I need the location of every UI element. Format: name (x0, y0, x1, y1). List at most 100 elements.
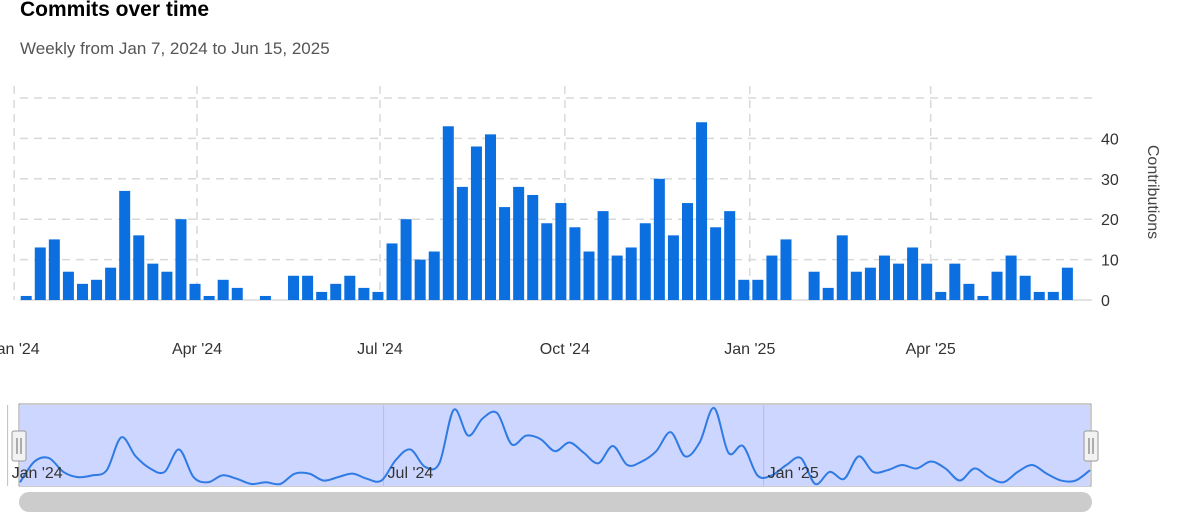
bar[interactable] (1005, 255, 1017, 300)
x-tick-label: Apr '25 (906, 341, 956, 358)
chart-title: Commits over time (20, 0, 210, 21)
bar[interactable] (91, 279, 103, 300)
bar[interactable] (991, 271, 1003, 300)
bar[interactable] (583, 251, 595, 300)
bar[interactable] (358, 287, 370, 300)
bar[interactable] (470, 146, 482, 300)
navigator-tick-label: Jan '24 (12, 465, 63, 482)
bar[interactable] (485, 134, 497, 300)
bar[interactable] (681, 203, 693, 300)
x-tick-label: Jul '24 (357, 341, 403, 358)
bar[interactable] (864, 267, 876, 300)
bar[interactable] (752, 279, 764, 300)
bar[interactable] (780, 239, 792, 300)
x-axis: Jan '24 Apr '24 Jul '24 Oct '24 Jan '25 Apr '… (0, 341, 956, 358)
navigator-tick-label: Jan '25 (768, 465, 819, 482)
bar[interactable] (541, 223, 553, 300)
bar[interactable] (217, 279, 229, 300)
bar[interactable] (696, 122, 708, 301)
bar[interactable] (949, 263, 961, 300)
bar[interactable] (527, 194, 539, 300)
bar[interactable] (569, 227, 581, 300)
bar[interactable] (499, 207, 511, 300)
bar[interactable] (513, 186, 525, 300)
navigator-series-line (19, 406, 1091, 486)
bar[interactable] (808, 271, 820, 300)
bar[interactable] (822, 287, 834, 300)
bar[interactable] (710, 227, 722, 300)
bar[interactable] (724, 211, 736, 300)
bar[interactable] (878, 255, 890, 300)
bar[interactable] (330, 283, 342, 300)
navigator-axis-labels: Jan '24 Jul '24 Jan '25 (12, 465, 819, 482)
bar[interactable] (597, 211, 609, 300)
scrollbar-thumb[interactable] (19, 492, 1092, 512)
bar[interactable] (288, 275, 300, 300)
bar[interactable] (738, 279, 750, 300)
bar[interactable] (400, 219, 412, 300)
x-tick-label: Jan '25 (724, 341, 775, 358)
bar[interactable] (977, 295, 989, 300)
bar[interactable] (119, 190, 131, 300)
y-tick-label: 40 (1101, 131, 1119, 148)
bar[interactable] (893, 263, 905, 300)
bar[interactable] (203, 295, 215, 300)
bar[interactable] (921, 263, 933, 300)
bar[interactable] (105, 267, 117, 300)
bar[interactable] (555, 203, 567, 300)
bar[interactable] (456, 186, 468, 300)
navigator-left-handle[interactable] (11, 430, 27, 462)
bar[interactable] (611, 255, 623, 300)
bar[interactable] (372, 291, 384, 300)
bar[interactable] (963, 283, 975, 300)
bar[interactable] (386, 243, 398, 300)
bar[interactable] (316, 291, 328, 300)
bar[interactable] (62, 271, 74, 300)
bar[interactable] (175, 219, 187, 300)
y-tick-label: 10 (1101, 253, 1119, 270)
bar[interactable] (907, 247, 919, 300)
y-axis-label: Contributions (1144, 145, 1161, 239)
navigator[interactable]: Jan '24 Jul '24 Jan '25 (7, 403, 1099, 487)
bar[interactable] (836, 235, 848, 300)
bar[interactable] (1047, 291, 1059, 300)
x-tick-label: Jan '24 (0, 341, 40, 358)
bar[interactable] (1033, 291, 1045, 300)
bar[interactable] (259, 295, 271, 300)
navigator-selected-range[interactable] (20, 405, 1090, 486)
bar[interactable] (766, 255, 778, 300)
bar[interactable] (639, 223, 651, 300)
bar[interactable] (625, 247, 637, 300)
bar[interactable] (76, 283, 88, 300)
bar[interactable] (850, 271, 862, 300)
y-tick-label: 0 (1101, 293, 1110, 310)
x-tick-label: Apr '24 (172, 341, 222, 358)
navigator-tick-label: Jul '24 (388, 465, 434, 482)
y-tick-label: 20 (1101, 212, 1119, 229)
bar-series (20, 122, 1073, 301)
bar[interactable] (1061, 267, 1073, 300)
chart-subtitle: Weekly from Jan 7, 2024 to Jun 15, 2025 (20, 39, 330, 58)
bar[interactable] (667, 235, 679, 300)
bar[interactable] (133, 235, 145, 300)
y-tick-label: 30 (1101, 172, 1119, 189)
bar[interactable] (189, 283, 201, 300)
bar[interactable] (414, 259, 426, 300)
bar[interactable] (147, 263, 159, 300)
bar[interactable] (20, 295, 32, 300)
bar[interactable] (653, 178, 665, 300)
navigator-grid (7, 405, 765, 486)
bar[interactable] (48, 239, 60, 300)
bar[interactable] (428, 251, 440, 300)
bar[interactable] (161, 271, 173, 300)
bar[interactable] (935, 291, 947, 300)
bar[interactable] (1019, 275, 1031, 300)
bar[interactable] (231, 287, 243, 300)
bar[interactable] (442, 126, 454, 300)
y-axis: 0 10 20 30 40 (1101, 131, 1119, 310)
bar[interactable] (34, 247, 46, 300)
bar[interactable] (302, 275, 314, 300)
navigator-right-handle[interactable] (1083, 430, 1099, 462)
bar[interactable] (344, 275, 356, 300)
